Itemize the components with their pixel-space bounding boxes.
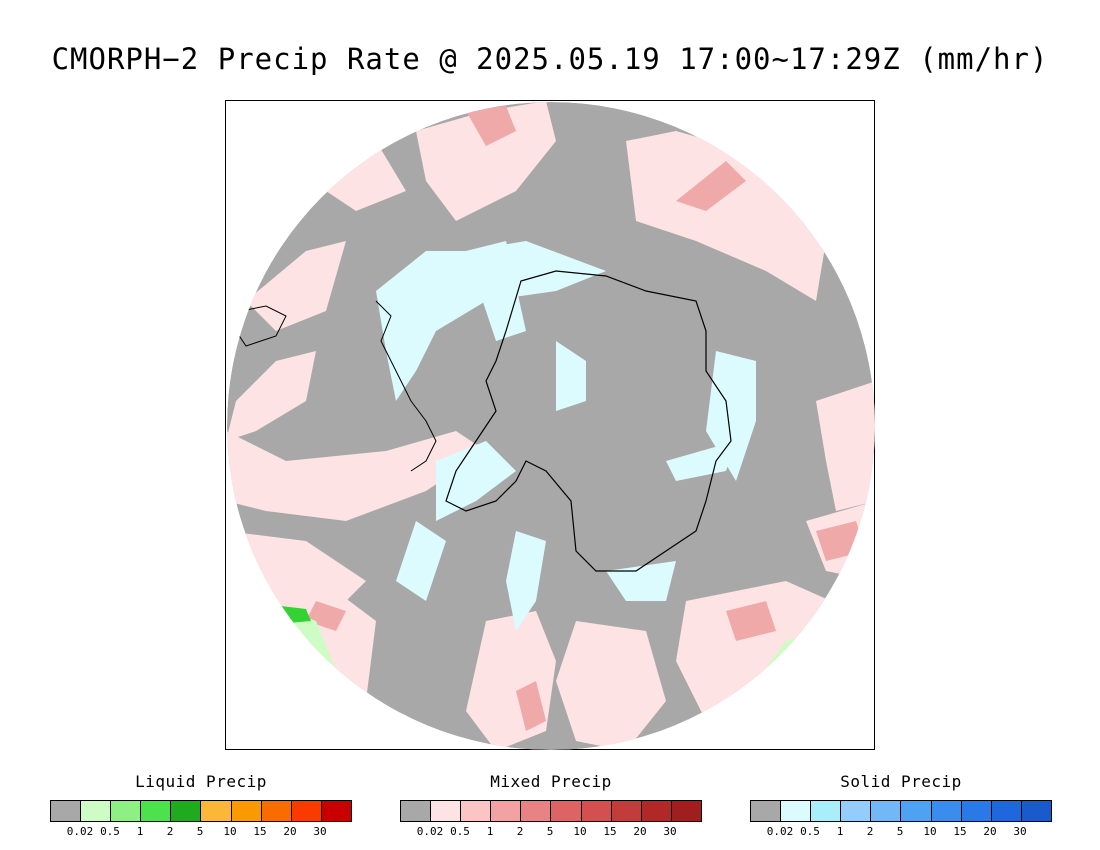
legend-swatch (201, 801, 232, 821)
legend-swatch (871, 801, 902, 821)
legend-swatch (431, 801, 462, 821)
legend-swatch (901, 801, 932, 821)
precip-map (227, 102, 875, 750)
legend-swatch (81, 801, 112, 821)
legend-swatch (751, 801, 782, 821)
legend-tick-label: 5 (196, 825, 204, 838)
legend-swatch (781, 801, 812, 821)
legend-tick-label: 15 (253, 825, 267, 838)
legend-swatch (841, 801, 872, 821)
mixed-precip-cores (306, 106, 866, 731)
legend-swatch (581, 801, 612, 821)
legend-tick-label: 5 (546, 825, 554, 838)
legend-tick-label: 1 (836, 825, 844, 838)
legend-tick-label: 0.5 (800, 825, 820, 838)
legend-title: Mixed Precip (490, 772, 612, 791)
legend-tick-label: 10 (573, 825, 587, 838)
legend-tick-label: 20 (283, 825, 297, 838)
legend-swatch (171, 801, 202, 821)
legend-swatch (321, 801, 351, 821)
legend-tick-label: 15 (603, 825, 617, 838)
legend-tick-label: 0.02 (766, 825, 794, 838)
legend-swatch (401, 801, 432, 821)
legend-tick-label: 30 (663, 825, 677, 838)
legend-tick-label: 0.5 (450, 825, 470, 838)
legend-swatch (491, 801, 522, 821)
legend-ticks: 0.02 0.5 1 2 5 10 15 20 30 (50, 825, 352, 839)
legend-swatch (991, 801, 1022, 821)
map-title: CMORPH−2 Precip Rate @ 2025.05.19 17:00~… (51, 42, 1049, 76)
legend-swatch (931, 801, 962, 821)
legend-swatch (521, 801, 552, 821)
legend-tick-label: 1 (486, 825, 494, 838)
antarctica-coastline (445, 270, 732, 572)
legend-ticks: 0.02 0.5 1 2 5 10 15 20 30 (400, 825, 702, 839)
legend-swatch (811, 801, 842, 821)
legend-title: Solid Precip (840, 772, 962, 791)
legend-swatch (231, 801, 262, 821)
legend-tick-label: 10 (923, 825, 937, 838)
legend-swatch (1021, 801, 1051, 821)
legend-swatch (611, 801, 642, 821)
map-disk (227, 102, 875, 750)
legend-tick-label: 20 (633, 825, 647, 838)
legend-swatch (141, 801, 172, 821)
legend-swatch (461, 801, 492, 821)
legend-swatches (750, 800, 1052, 822)
legend-tick-label: 20 (983, 825, 997, 838)
legend-swatch (291, 801, 322, 821)
legend-tick-label: 10 (223, 825, 237, 838)
legend-title: Liquid Precip (135, 772, 267, 791)
legend-tick-label: 2 (166, 825, 174, 838)
legend-swatch (671, 801, 701, 821)
legend-ticks: 0.02 0.5 1 2 5 10 15 20 30 (750, 825, 1052, 839)
legend-swatches (400, 800, 702, 822)
antarctic-peninsula-coastline (375, 300, 437, 472)
legend-swatch (111, 801, 142, 821)
legend-swatch (551, 801, 582, 821)
map-frame (225, 100, 875, 750)
legend-tick-label: 15 (953, 825, 967, 838)
legend-tick-label: 0.02 (66, 825, 94, 838)
legend-swatch (641, 801, 672, 821)
legend-tick-label: 30 (1013, 825, 1027, 838)
legend-liquid: Liquid Precip 0.02 0.5 1 2 5 10 15 20 30 (50, 772, 352, 839)
legend-swatches (50, 800, 352, 822)
legend-tick-label: 2 (866, 825, 874, 838)
legend-mixed: Mixed Precip 0.02 0.5 1 2 5 10 15 20 30 (400, 772, 702, 839)
legend-swatch (961, 801, 992, 821)
legend-tick-label: 0.5 (100, 825, 120, 838)
legend-tick-label: 30 (313, 825, 327, 838)
legend-tick-label: 1 (136, 825, 144, 838)
legend-solid: Solid Precip 0.02 0.5 1 2 5 10 15 20 30 (750, 772, 1052, 839)
legend-tick-label: 2 (516, 825, 524, 838)
legend-tick-label: 5 (896, 825, 904, 838)
legend-swatch (51, 801, 82, 821)
legend-swatch (261, 801, 292, 821)
legend-tick-label: 0.02 (416, 825, 444, 838)
